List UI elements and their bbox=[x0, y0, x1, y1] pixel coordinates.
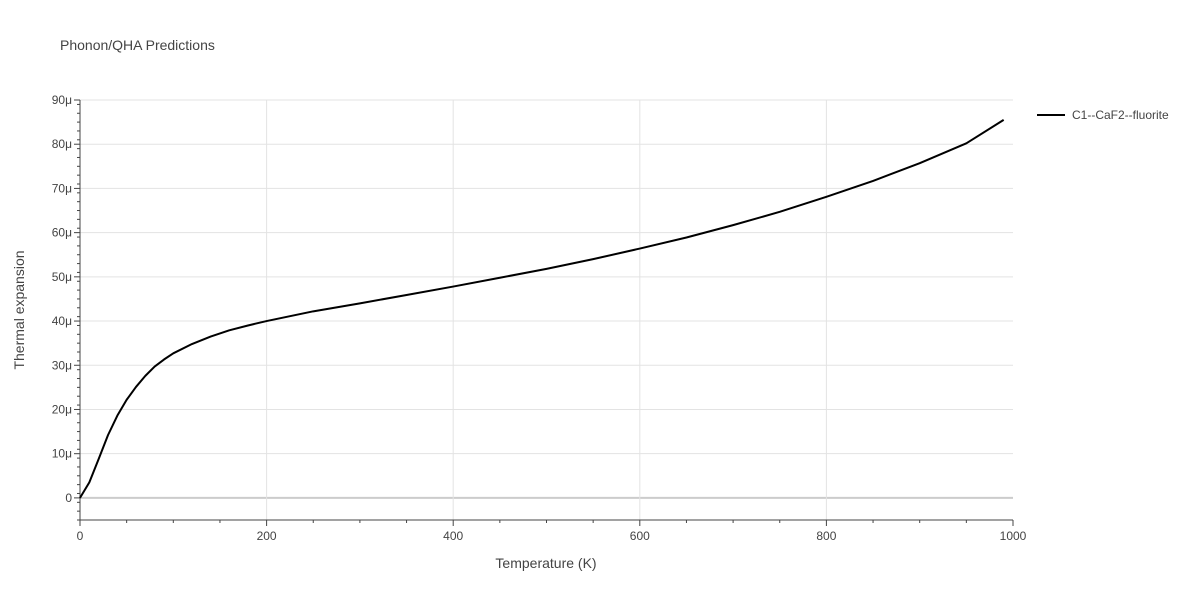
x-tick-label: 400 bbox=[443, 529, 463, 543]
x-tick-label: 600 bbox=[630, 529, 650, 543]
y-tick-label: 70μ bbox=[52, 181, 72, 195]
x-tick-label: 800 bbox=[816, 529, 836, 543]
y-tick-label: 90μ bbox=[52, 93, 72, 107]
series-layer[interactable] bbox=[79, 119, 1005, 499]
y-tick-label: 20μ bbox=[52, 402, 72, 416]
series-line[interactable] bbox=[79, 119, 1005, 499]
x-tick-label: 1000 bbox=[1000, 529, 1027, 543]
x-axis-title: Temperature (K) bbox=[495, 555, 596, 571]
y-axis-title: Thermal expansion bbox=[11, 250, 27, 369]
grid-layer bbox=[80, 99, 1013, 520]
y-tick-label: 0 bbox=[65, 491, 72, 505]
x-tick-label: 0 bbox=[77, 529, 84, 543]
legend-label[interactable]: C1--CaF2--fluorite bbox=[1072, 108, 1169, 122]
axes-layer: 0 10μ 20μ 30μ 40μ 50μ 60μ 70μ 80μ 90μ 0 200 400 600 80… bbox=[52, 93, 1027, 543]
chart-title: Phonon/QHA Predictions bbox=[60, 37, 215, 53]
y-tick-label: 80μ bbox=[52, 137, 72, 151]
y-tick-label: 50μ bbox=[52, 270, 72, 284]
y-tick-label: 60μ bbox=[52, 226, 72, 240]
y-tick-label: 40μ bbox=[52, 314, 72, 328]
y-tick-label: 30μ bbox=[52, 358, 72, 372]
y-tick-label: 10μ bbox=[52, 447, 72, 461]
x-tick-label: 200 bbox=[257, 529, 277, 543]
legend[interactable]: C1--CaF2--fluorite bbox=[1037, 108, 1169, 122]
